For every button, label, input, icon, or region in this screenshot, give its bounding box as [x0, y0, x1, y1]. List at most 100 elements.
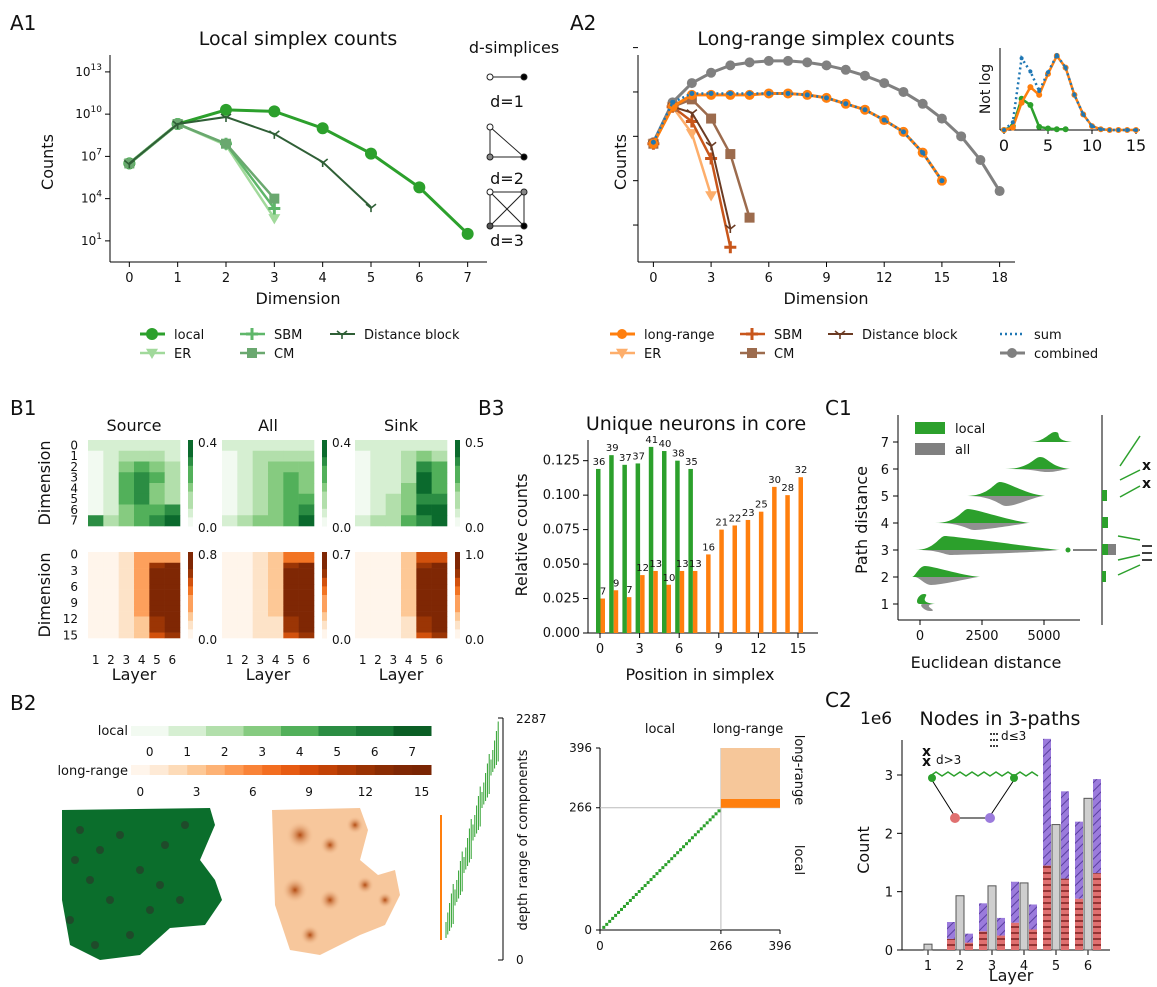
b3-bar-local — [635, 463, 641, 633]
b1-cell — [385, 621, 402, 628]
b1-cell — [416, 483, 432, 495]
b1-cell — [268, 573, 284, 580]
b1-cell — [401, 573, 417, 580]
b1-cell — [103, 461, 119, 473]
b1-cell — [431, 584, 448, 590]
b1-cell — [298, 627, 315, 633]
c1-ridge-all — [918, 550, 1058, 555]
c2-bar-b-red — [965, 942, 973, 950]
b1-cell — [149, 552, 165, 558]
b2-matrix-xtick-label: 0 — [596, 939, 604, 953]
b1-cell — [385, 568, 402, 574]
b2-blob — [282, 877, 308, 903]
b1-ylabel: Dimension — [35, 440, 54, 525]
b1-ytick-label: 5 — [70, 492, 78, 506]
a2-inset-point — [1116, 128, 1121, 132]
brain-slice-long-range — [272, 808, 400, 955]
a1-xtick-label: 6 — [415, 271, 423, 286]
b2-colorbar-long-cell — [168, 765, 188, 775]
b1-colorbar-cell — [455, 465, 460, 475]
b1-cell — [237, 472, 253, 484]
b1-cell — [385, 632, 402, 639]
b1-cell — [134, 450, 150, 462]
b1-cell — [164, 515, 181, 527]
b1-cell — [268, 440, 284, 452]
a2-point — [725, 60, 736, 71]
b1-cell — [401, 493, 417, 505]
b2-matrix-diag — [620, 907, 623, 911]
b1-colorbar-cell — [322, 560, 327, 570]
b1-cell — [416, 493, 432, 505]
b1-cell — [355, 611, 371, 617]
a2-point — [705, 141, 717, 151]
b1-xtick-label: 5 — [153, 653, 161, 667]
b2-matrix-diag — [614, 913, 618, 917]
b1-cell — [164, 568, 181, 574]
b1-cell — [298, 461, 315, 473]
b2-dot — [181, 821, 189, 829]
b1-cell — [416, 450, 432, 462]
c2-xtick-label: 4 — [1020, 959, 1028, 974]
b1-cell — [149, 472, 165, 484]
c2-bar-b-red — [1093, 873, 1101, 950]
b1-cell — [118, 616, 135, 623]
b2-colorbar-long-tick: 12 — [358, 785, 373, 799]
c2-bar-grey — [1051, 824, 1061, 951]
b1-cell — [283, 515, 299, 527]
b1-cell — [370, 461, 386, 473]
b1-xtick-label: 6 — [303, 653, 311, 667]
b1-cell — [103, 632, 119, 639]
b1-cell — [385, 573, 402, 580]
c2-bar-grey — [1083, 797, 1093, 951]
b1-cell — [222, 621, 238, 628]
b3-bar-label-long: 9 — [613, 578, 619, 589]
b1-cell — [222, 578, 238, 585]
b1-cell — [355, 562, 371, 569]
b1-colorbar-cell — [188, 465, 193, 475]
b1-xtick-label: 4 — [138, 653, 146, 667]
b1-cell — [237, 461, 253, 473]
b1-cell — [268, 589, 284, 596]
c2-bar-a-purple — [947, 922, 955, 939]
b1-cell — [134, 611, 150, 617]
a1-xtick-label: 0 — [125, 271, 133, 286]
c2-bar-grey — [1019, 882, 1029, 951]
a2-point — [917, 98, 928, 109]
b1-cell — [164, 493, 181, 505]
b1-cell — [103, 472, 119, 484]
b3-bar-label-local: 39 — [606, 443, 619, 454]
b1-cell — [268, 504, 284, 516]
b1-cell — [416, 552, 432, 558]
b1-cell — [134, 632, 150, 639]
a2-point — [686, 78, 697, 89]
a1-legend-label: SBM — [274, 328, 302, 343]
a1-point — [268, 214, 281, 225]
b1-cell — [416, 515, 432, 527]
c2-title: Nodes in 3-paths — [920, 708, 1081, 730]
b1-colorbar-cell — [188, 457, 193, 467]
b2-depth-top: 2287 — [516, 712, 547, 726]
b1-cell — [268, 600, 284, 607]
b1-colorbar-cell — [322, 620, 327, 630]
c2-bar-b-purple — [1061, 791, 1069, 879]
b1-cell — [149, 562, 165, 569]
b2-blob — [286, 821, 314, 849]
b1-cell — [103, 616, 119, 623]
b2-colorbar-local-cell — [393, 726, 432, 736]
b1-cell — [88, 627, 104, 633]
b1-cell — [88, 562, 104, 569]
b3-ylabel: Relative counts — [512, 473, 531, 596]
a2-point — [744, 212, 755, 223]
c1-ytick-label: 1 — [881, 598, 889, 613]
b1-cell — [268, 632, 284, 639]
b1-cell — [268, 584, 284, 590]
b2-colorbar-long-tick: 3 — [193, 785, 201, 799]
b3-bar-label-local: 36 — [593, 457, 606, 468]
b2-matrix-diag — [652, 875, 656, 879]
a2-point — [725, 149, 736, 160]
b1-cell — [283, 600, 299, 607]
b1-cell — [298, 515, 315, 527]
b1-ytick-label: 1 — [70, 449, 78, 463]
b1-cell — [164, 632, 181, 639]
b1-colorbar-cell — [322, 483, 327, 493]
